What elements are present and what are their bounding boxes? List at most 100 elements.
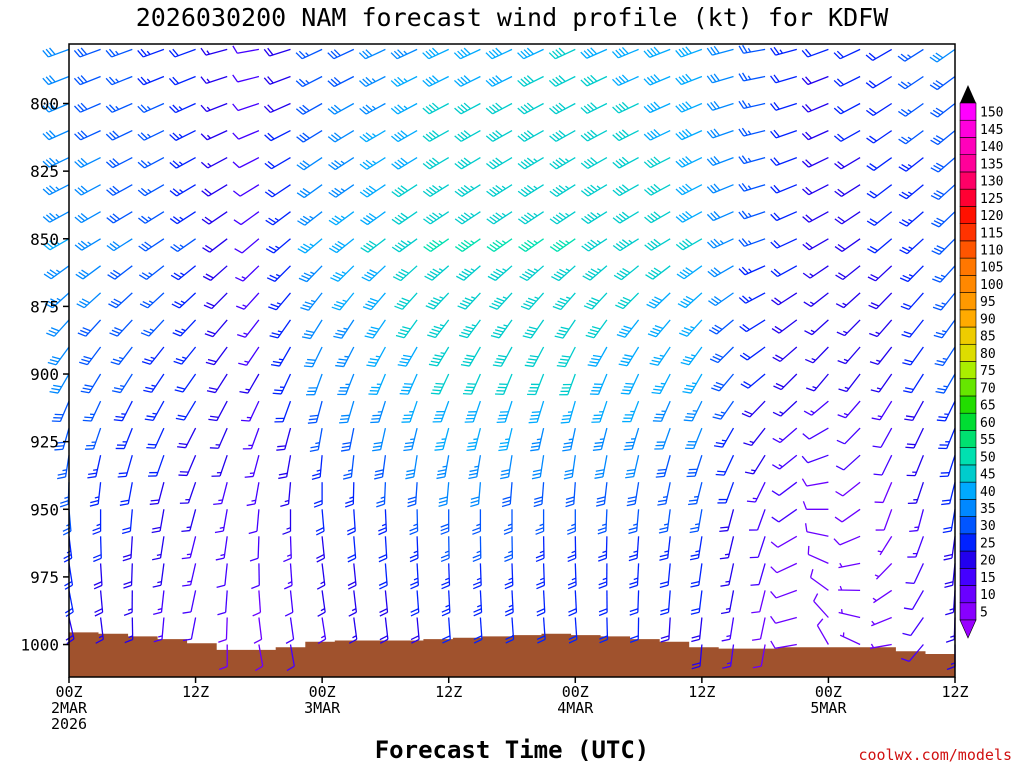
barb-full <box>328 191 337 198</box>
barb-full <box>363 244 372 251</box>
barb-full <box>460 364 470 367</box>
barb-full <box>148 475 157 477</box>
wind-barb <box>239 373 260 394</box>
barb-full <box>494 329 504 333</box>
barb-shaft <box>775 48 797 56</box>
barb-shaft <box>843 292 861 309</box>
barb-full <box>771 516 780 523</box>
barb-half <box>243 332 248 336</box>
barb-full <box>580 107 588 114</box>
barb-full <box>685 384 695 388</box>
barb-half <box>181 328 186 332</box>
barb-full <box>584 215 592 223</box>
barb-full <box>309 449 319 452</box>
barb-shaft <box>121 400 133 421</box>
wind-barb <box>903 373 924 394</box>
wind-barb <box>115 427 133 450</box>
barb-full <box>866 220 875 226</box>
barb-shaft <box>666 509 671 532</box>
barb-full <box>400 212 409 219</box>
barb-half <box>345 383 350 386</box>
barb-shaft <box>542 617 546 640</box>
barb-shaft <box>244 319 260 338</box>
barb-full <box>837 414 846 419</box>
barb-shaft <box>317 427 323 450</box>
barb-full <box>833 135 842 142</box>
barb-full <box>499 441 509 445</box>
barb-full <box>552 243 561 250</box>
barb-half <box>305 79 310 84</box>
wind-barb <box>866 157 893 171</box>
wind-barb <box>504 563 514 590</box>
barb-full <box>649 362 659 366</box>
barb-full <box>801 105 809 113</box>
colorbar-label: 135 <box>980 157 1003 172</box>
barb-shaft <box>542 563 546 586</box>
barb-shaft <box>728 563 735 586</box>
wind-barb <box>651 373 671 395</box>
barb-half <box>441 438 446 440</box>
barb-full <box>598 554 607 559</box>
barb-full <box>174 389 184 393</box>
barb-full <box>400 185 409 192</box>
wind-barb <box>580 157 608 169</box>
barb-full <box>931 222 940 228</box>
colorbar-label: 75 <box>980 364 996 379</box>
barb-shaft <box>280 373 292 395</box>
barb-shaft <box>651 238 671 251</box>
barb-shaft <box>605 536 608 559</box>
barb-full <box>144 241 152 248</box>
barb-full <box>330 277 339 282</box>
barb-full <box>433 386 443 389</box>
wind-barb <box>583 292 608 310</box>
wind-barb <box>113 400 133 422</box>
barb-full <box>378 530 387 536</box>
barb-full <box>365 303 374 308</box>
barb-half <box>596 239 601 244</box>
wind-barb <box>809 569 829 591</box>
wind-barb <box>567 536 577 563</box>
colorbar-swatch <box>959 516 977 535</box>
barb-full <box>900 305 910 310</box>
barb-shaft <box>904 75 924 90</box>
wind-barb <box>629 590 640 616</box>
barb-shaft <box>345 373 355 395</box>
barb-half <box>726 635 731 638</box>
barb-full <box>645 274 654 280</box>
barb-full <box>582 275 591 281</box>
barb-half <box>157 608 163 611</box>
barb-half <box>571 550 576 554</box>
barb-full <box>94 611 103 617</box>
barb-full <box>944 584 953 589</box>
wind-barb <box>897 48 924 62</box>
barb-full <box>653 46 661 54</box>
wind-barb <box>801 454 829 464</box>
wind-barb <box>315 509 325 536</box>
wind-barb <box>682 373 703 394</box>
barb-full <box>142 300 151 306</box>
barb-full <box>872 445 882 448</box>
barb-full <box>80 157 88 165</box>
wind-barb <box>171 292 197 309</box>
wind-barb <box>931 211 956 228</box>
barb-shaft <box>586 75 608 87</box>
barb-full <box>175 417 185 421</box>
barb-shaft <box>573 482 576 505</box>
barb-shaft <box>225 617 228 640</box>
barb-full <box>554 335 564 339</box>
barb-full <box>559 394 568 396</box>
barb-full <box>904 418 913 421</box>
barb-full <box>140 187 149 195</box>
barb-full <box>711 298 719 304</box>
barb-full <box>630 635 639 640</box>
wind-barb <box>472 563 482 590</box>
wind-barb <box>597 509 608 535</box>
barb-full <box>492 214 501 221</box>
barb-shaft <box>511 617 515 640</box>
barb-shaft <box>334 102 355 115</box>
barb-full <box>520 216 529 223</box>
barb-full <box>935 80 944 86</box>
colorbar-label: 140 <box>980 140 1003 155</box>
barb-full <box>615 104 623 112</box>
barb-full <box>867 248 876 254</box>
